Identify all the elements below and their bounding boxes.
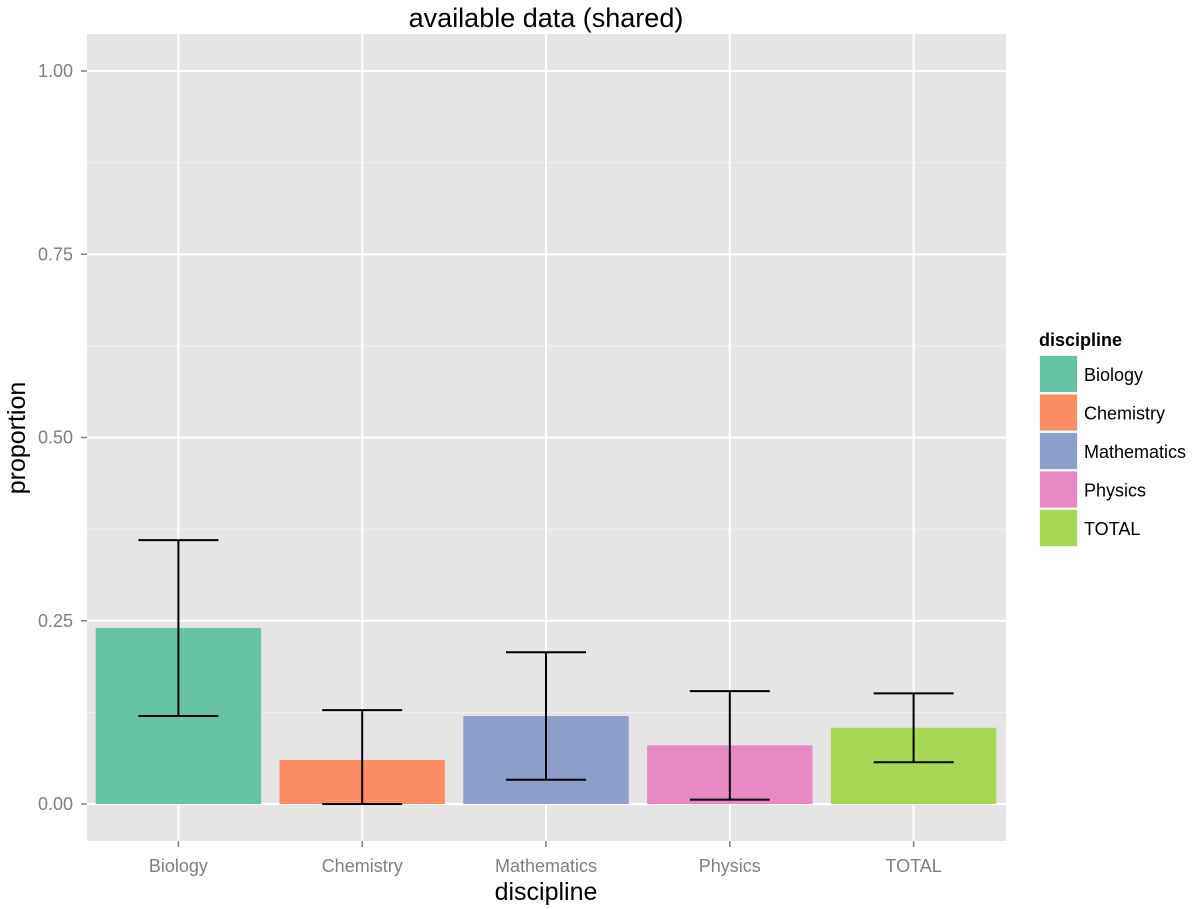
legend-item-total: TOTAL xyxy=(1039,509,1140,547)
x-axis-title: discipline xyxy=(495,878,598,906)
x-tick-label: Mathematics xyxy=(495,856,597,876)
legend-label: Mathematics xyxy=(1084,442,1186,462)
error-bar-chemistry xyxy=(322,709,403,805)
legend-swatch xyxy=(1040,394,1077,431)
error-bar-biology xyxy=(138,539,219,718)
y-tick-label: 1.00 xyxy=(38,61,73,81)
legend-label: TOTAL xyxy=(1084,519,1140,539)
x-axis: Biology Chemistry Mathematics Physics TOTAL xyxy=(149,841,942,876)
x-tick-label: Physics xyxy=(699,856,761,876)
error-bar-physics xyxy=(689,690,770,801)
chart-title: available data (shared) xyxy=(409,3,684,33)
legend-swatch xyxy=(1040,510,1077,546)
legend-swatch xyxy=(1040,356,1077,392)
legend-label: Biology xyxy=(1084,365,1143,385)
x-tick-label: Chemistry xyxy=(322,856,403,876)
legend-label: Physics xyxy=(1084,481,1146,501)
legend-item-chemistry: Chemistry xyxy=(1039,393,1165,432)
legend-items: Biology Chemistry Mathematics Physics TOTAL xyxy=(1039,355,1186,547)
legend-item-mathematics: Mathematics xyxy=(1039,432,1186,470)
legend-label: Chemistry xyxy=(1084,404,1165,424)
legend-swatch xyxy=(1040,471,1077,508)
legend: discipline Biology Chemistry Mathematics Ph… xyxy=(1039,330,1186,547)
legend-swatch xyxy=(1040,433,1077,469)
y-tick-label: 0.75 xyxy=(38,244,73,264)
error-bar-total xyxy=(873,692,954,764)
y-axis-title: proportion xyxy=(3,382,31,495)
error-bar-mathematics xyxy=(506,651,586,781)
error-bars xyxy=(138,539,954,805)
x-tick-label: Biology xyxy=(149,856,208,876)
y-tick-label: 0.50 xyxy=(38,428,73,448)
legend-item-biology: Biology xyxy=(1039,355,1143,393)
y-tick-label: 0.00 xyxy=(38,794,73,814)
legend-item-physics: Physics xyxy=(1039,470,1146,509)
y-axis: 0.00 0.25 0.50 0.75 1.00 xyxy=(38,61,87,814)
legend-title: discipline xyxy=(1039,330,1122,350)
y-tick-label: 0.25 xyxy=(38,611,73,631)
x-tick-label: TOTAL xyxy=(885,856,941,876)
